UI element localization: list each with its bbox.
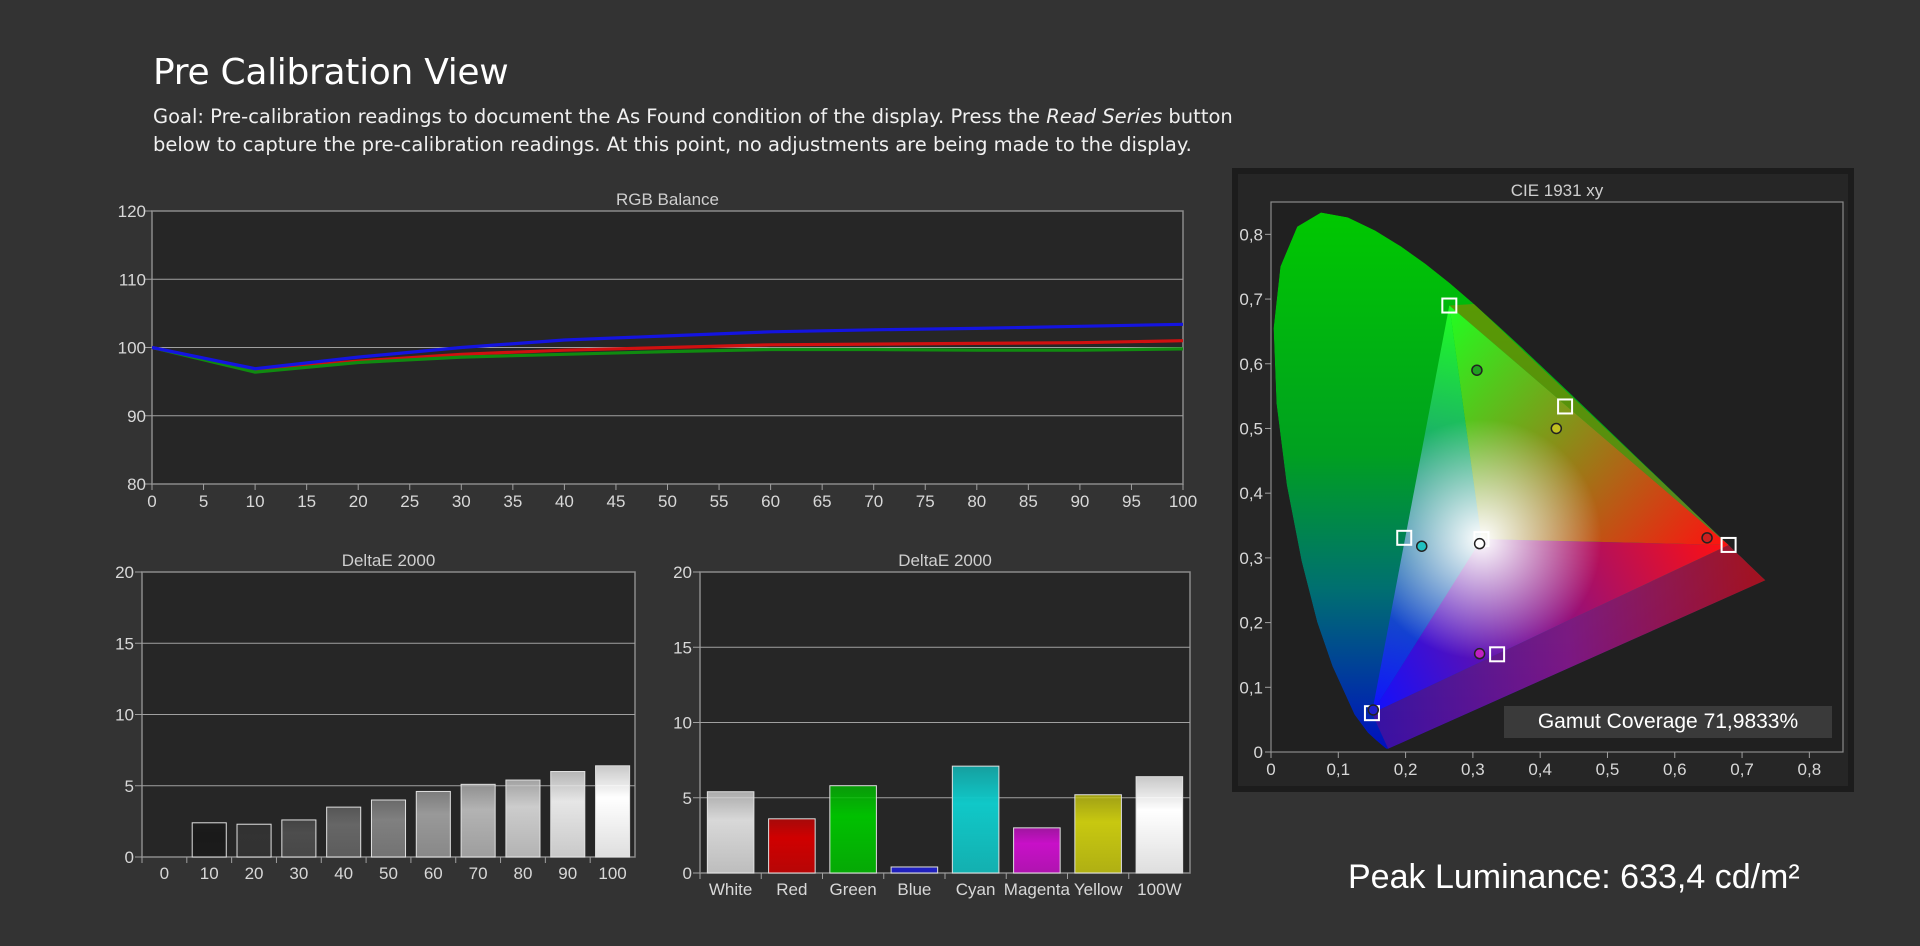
de-gray-bar [191, 822, 227, 858]
rgb-y-tick-label: 100 [118, 339, 146, 358]
rgb-series-line-2 [151, 322, 1184, 371]
de-gray-y-tick-label: 10 [115, 706, 134, 725]
rgb-x-tick-label: 30 [452, 492, 471, 511]
de-color-bar [706, 791, 755, 874]
de-gray-x-tick-label: 40 [334, 864, 353, 883]
page-description: Goal: Pre-calibration readings to docume… [153, 103, 1293, 159]
rgb-x-tick-label: 45 [606, 492, 625, 511]
rgb-series-line-1 [151, 345, 1184, 374]
de-color-y-tick-label: 5 [683, 789, 692, 808]
de-gray-x-tick-label: 0 [160, 864, 169, 883]
de-gray-x-tick-label: 70 [469, 864, 488, 883]
rgb-title: RGB Balance [616, 190, 719, 209]
de-color-x-tick-label: Magenta [1004, 880, 1071, 899]
de-gray-bar [415, 790, 451, 858]
rgb-x-tick-label: 60 [761, 492, 780, 511]
de-gray-x-tick-label: 60 [424, 864, 443, 883]
de-color-bar [1135, 776, 1184, 874]
de-gray-bar [550, 771, 586, 858]
rgb-x-tick-label: 80 [967, 492, 986, 511]
de-gray-x-tick-label: 90 [558, 864, 577, 883]
description-text: Goal: Pre-calibration readings to docume… [153, 105, 1047, 128]
de-color-x-tick-label: Cyan [956, 880, 996, 899]
peak-luminance-label: Peak Luminance: 633,4 cd/m² [1348, 858, 1800, 896]
gamut-coverage-label: Gamut Coverage 71,9833% [1504, 706, 1832, 738]
rgb-x-tick-label: 25 [400, 492, 419, 511]
de-color-y-tick-label: 0 [683, 864, 692, 883]
rgb-x-tick-label: 100 [1169, 492, 1197, 511]
rgb-x-tick-label: 55 [710, 492, 729, 511]
rgb-y-tick-label: 120 [118, 202, 146, 221]
de-gray-y-tick-label: 20 [115, 563, 134, 582]
de-color-y-tick-label: 15 [673, 638, 692, 657]
de-gray-bar [281, 819, 317, 858]
de-gray-y-tick-label: 15 [115, 634, 134, 653]
rgb-x-tick-label: 40 [555, 492, 574, 511]
de-color-x-tick-label: White [709, 880, 752, 899]
rgb-x-tick-label: 70 [864, 492, 883, 511]
rgb-x-tick-label: 5 [199, 492, 208, 511]
rgb-x-tick-label: 20 [349, 492, 368, 511]
rgb-x-tick-label: 15 [297, 492, 316, 511]
de-color-bar [951, 765, 1000, 874]
rgb-y-tick-label: 80 [127, 475, 146, 494]
rgb-x-tick-label: 90 [1070, 492, 1089, 511]
rgb-plot-area [151, 210, 1184, 485]
page-title: Pre Calibration View [153, 52, 509, 93]
de-gray-x-tick-label: 100 [598, 864, 626, 883]
rgb-series-line-0 [151, 339, 1184, 372]
rgb-x-tick-label: 95 [1122, 492, 1141, 511]
rgb-y-tick-label: 90 [127, 407, 146, 426]
de-gray-bar [236, 823, 272, 858]
de-gray-bar [460, 783, 496, 858]
rgb-y-tick-label: 110 [119, 270, 146, 289]
rgb-x-tick-label: 0 [147, 492, 156, 511]
rgb-x-tick-label: 10 [246, 492, 265, 511]
rgb-x-tick-label: 65 [813, 492, 832, 511]
de-color-x-tick-label: 100W [1137, 880, 1181, 899]
cie-panel [1232, 168, 1854, 792]
de-color-bar [890, 866, 939, 874]
de-gray-title: DeltaE 2000 [342, 551, 436, 570]
rgb-x-tick-label: 35 [503, 492, 522, 511]
rgb-x-tick-label: 50 [658, 492, 677, 511]
rgb-x-tick-label: 85 [1019, 492, 1038, 511]
de-gray-x-tick-label: 30 [289, 864, 308, 883]
de-color-x-tick-label: Blue [897, 880, 931, 899]
de-color-bar [829, 785, 877, 874]
de-color-x-tick-label: Yellow [1074, 880, 1123, 899]
de-color-plot-area [699, 571, 1191, 874]
de-gray-bar [505, 779, 541, 858]
de-gray-y-tick-label: 0 [125, 848, 134, 867]
de-color-y-tick-label: 20 [673, 563, 692, 582]
de-gray-x-tick-label: 20 [245, 864, 264, 883]
rgb-x-tick-label: 75 [916, 492, 935, 511]
description-text-end: button below to capture the pre-calibrat… [153, 105, 1233, 156]
de-color-x-tick-label: Green [830, 880, 877, 899]
de-gray-bar [370, 799, 407, 858]
de-gray-y-tick-label: 5 [125, 777, 134, 796]
read-series-emphasis: Read Series [1046, 105, 1163, 128]
de-gray-x-tick-label: 10 [200, 864, 219, 883]
de-gray-bar [326, 806, 362, 858]
de-gray-bar [595, 765, 631, 858]
de-gray-plot-area [141, 571, 636, 858]
de-gray-x-tick-label: 80 [513, 864, 532, 883]
de-color-y-tick-label: 10 [673, 714, 692, 733]
de-color-x-tick-label: Red [776, 880, 807, 899]
de-gray-x-tick-label: 50 [379, 864, 398, 883]
de-color-bar [1074, 794, 1122, 874]
de-color-bar [768, 818, 816, 874]
de-color-bar [1013, 827, 1061, 874]
de-color-title: DeltaE 2000 [898, 551, 992, 570]
